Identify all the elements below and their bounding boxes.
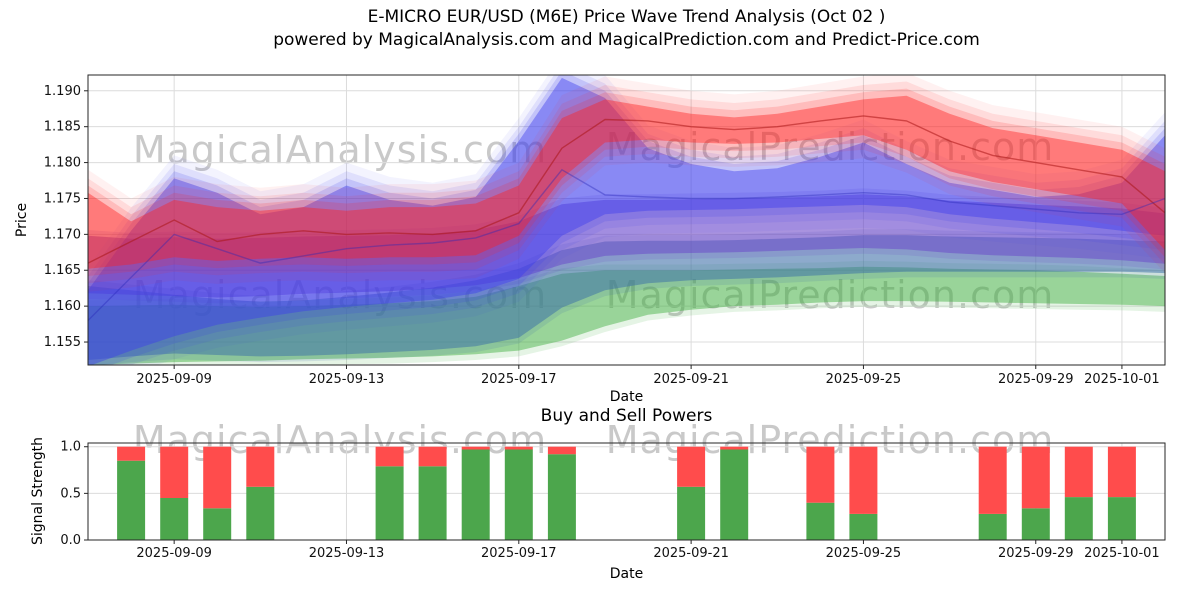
svg-text:1.175: 1.175 bbox=[44, 191, 81, 206]
svg-text:2025-09-25: 2025-09-25 bbox=[826, 372, 902, 387]
svg-text:1.0: 1.0 bbox=[60, 440, 81, 455]
signal-bar bbox=[375, 446, 404, 540]
svg-text:1.190: 1.190 bbox=[44, 84, 81, 99]
svg-text:2025-09-29: 2025-09-29 bbox=[998, 546, 1074, 561]
axes bbox=[84, 74, 1166, 544]
signal-bar bbox=[203, 446, 232, 540]
red-band bbox=[88, 75, 1165, 292]
svg-text:2025-09-13: 2025-09-13 bbox=[309, 546, 385, 561]
svg-text:1.160: 1.160 bbox=[44, 299, 81, 314]
svg-text:1.185: 1.185 bbox=[44, 120, 81, 135]
signal-bar bbox=[978, 446, 1007, 540]
svg-text:2025-09-29: 2025-09-29 bbox=[998, 372, 1074, 387]
svg-text:2025-10-01: 2025-10-01 bbox=[1084, 372, 1160, 387]
signal-strength-axis-label: Signal Strength bbox=[30, 436, 46, 546]
signal-bar bbox=[1021, 446, 1050, 540]
signal-bar bbox=[547, 446, 576, 540]
date-axis-label-top: Date bbox=[609, 389, 644, 405]
figure-title: E-MICRO EUR/USD (M6E) Price Wave Trend A… bbox=[367, 7, 886, 27]
signal-bar bbox=[1064, 446, 1093, 540]
signal-bar bbox=[720, 446, 749, 540]
svg-text:1.155: 1.155 bbox=[44, 335, 81, 350]
watermark-magicalprediction-top: MagicalPrediction.com bbox=[605, 125, 1055, 169]
date-axis-label-bottom: Date bbox=[609, 566, 644, 582]
signal-bar bbox=[117, 446, 146, 540]
bar-chart-title: Buy and Sell Powers bbox=[540, 406, 713, 426]
svg-text:2025-09-09: 2025-09-09 bbox=[136, 546, 212, 561]
svg-text:2025-09-13: 2025-09-13 bbox=[309, 372, 385, 387]
signal-bar bbox=[849, 446, 878, 540]
signal-bar bbox=[1107, 446, 1136, 540]
signal-bar bbox=[504, 446, 533, 540]
svg-text:2025-10-01: 2025-10-01 bbox=[1084, 546, 1160, 561]
signal-bar bbox=[418, 446, 447, 540]
watermark-magicalanalysis-top: MagicalAnalysis.com bbox=[132, 128, 548, 172]
price-bands bbox=[88, 75, 1165, 365]
tick-labels: 2025-09-09 2025-09-09 2025-09-13 2025-09-13… bbox=[44, 84, 1160, 561]
figure-subtitle: powered by MagicalAnalysis.com and Magic… bbox=[273, 30, 980, 50]
svg-text:2025-09-09: 2025-09-09 bbox=[136, 372, 212, 387]
svg-text:0.5: 0.5 bbox=[60, 486, 81, 501]
svg-text:1.180: 1.180 bbox=[44, 156, 81, 171]
svg-text:2025-09-21: 2025-09-21 bbox=[653, 546, 729, 561]
signal-bar bbox=[461, 446, 490, 540]
svg-text:0.0: 0.0 bbox=[60, 533, 81, 548]
purple-band bbox=[88, 188, 1165, 304]
svg-text:2025-09-25: 2025-09-25 bbox=[826, 546, 902, 561]
price-axis-label: Price bbox=[14, 202, 30, 238]
signal-bar bbox=[677, 446, 706, 540]
svg-text:2025-09-17: 2025-09-17 bbox=[481, 372, 557, 387]
svg-text:1.165: 1.165 bbox=[44, 263, 81, 278]
signal-bar bbox=[806, 446, 835, 540]
signal-bar bbox=[160, 446, 189, 540]
signal-bars bbox=[117, 446, 1136, 540]
svg-text:1.170: 1.170 bbox=[44, 227, 81, 242]
blue-band bbox=[88, 75, 1165, 365]
teal-band bbox=[88, 229, 1165, 365]
svg-text:2025-09-17: 2025-09-17 bbox=[481, 546, 557, 561]
red-trend-line bbox=[88, 115, 1165, 264]
blue-trend-line bbox=[88, 168, 1165, 321]
signal-bar bbox=[246, 446, 275, 540]
svg-text:2025-09-21: 2025-09-21 bbox=[653, 372, 729, 387]
